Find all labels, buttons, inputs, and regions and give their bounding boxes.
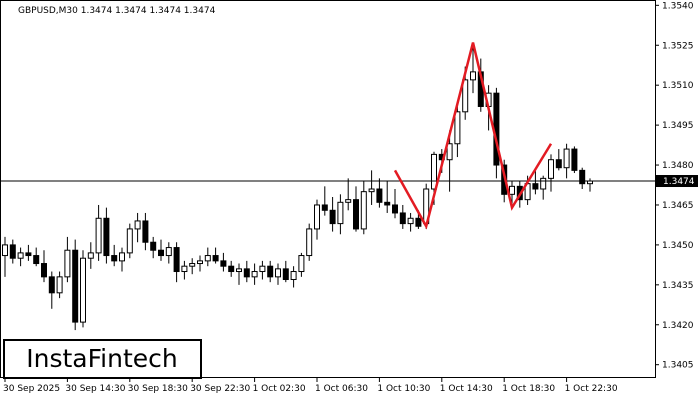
pattern-line xyxy=(393,42,553,230)
y-tick-label: 1.3435 xyxy=(662,281,694,291)
chart-title: GBPUSD,M30 1.3474 1.3474 1.3474 1.3474 xyxy=(18,6,216,16)
candle-body xyxy=(64,249,71,278)
candle-body xyxy=(415,217,422,227)
candle-body xyxy=(384,201,391,206)
candle-body xyxy=(290,271,297,281)
candle-body xyxy=(353,199,359,230)
x-tick-label: 1 Oct 22:30 xyxy=(565,384,618,394)
candle-body xyxy=(212,255,219,262)
candle-body xyxy=(282,268,289,281)
candle-body xyxy=(181,265,188,273)
candle-body xyxy=(204,255,211,262)
candle-body xyxy=(407,217,414,225)
candle-body xyxy=(72,249,79,323)
candle-body xyxy=(532,183,539,190)
x-tick-label: 30 Sep 14:30 xyxy=(65,384,125,394)
candle-body xyxy=(376,188,383,203)
candle-body xyxy=(298,255,305,273)
candle-body xyxy=(454,111,461,145)
candle-body xyxy=(197,260,203,265)
candle-body xyxy=(142,220,149,243)
candle-body xyxy=(165,247,172,257)
candle-body xyxy=(80,257,86,323)
candle-body xyxy=(548,159,554,179)
y-tick-label: 1.3480 xyxy=(662,161,694,171)
candle-body xyxy=(126,228,133,254)
y-tick-label: 1.3540 xyxy=(662,1,694,11)
y-tick-label: 1.3495 xyxy=(662,121,694,131)
candle-body xyxy=(462,79,469,113)
candle-body xyxy=(431,153,437,190)
y-tick-label: 1.3510 xyxy=(662,81,694,91)
candle-body xyxy=(251,271,258,278)
x-tick-label: 30 Sep 2025 xyxy=(3,384,60,394)
candle-body xyxy=(275,268,281,278)
candle-body xyxy=(25,252,32,257)
candle-body xyxy=(563,148,570,169)
candle-body xyxy=(33,255,40,265)
candle-body xyxy=(509,185,515,195)
y-tick-label: 1.3525 xyxy=(662,41,694,51)
x-tick-label: 1 Oct 10:30 xyxy=(377,384,430,394)
candle-body xyxy=(555,159,562,169)
candle-body xyxy=(345,199,352,203)
candle-body xyxy=(329,209,336,225)
logo: InstaFintech xyxy=(26,344,178,373)
candle-body xyxy=(41,263,47,278)
candle-body xyxy=(579,169,586,185)
candle-body xyxy=(446,143,453,161)
candle-body xyxy=(243,268,250,278)
candle-body xyxy=(56,276,63,294)
candle-body xyxy=(158,249,164,257)
candle-body xyxy=(571,148,578,171)
candle-body xyxy=(103,217,110,257)
candle-body xyxy=(17,252,24,259)
candle-body xyxy=(337,201,344,225)
candle-body xyxy=(150,241,157,251)
x-tick-label: 30 Sep 18:30 xyxy=(128,384,188,394)
price-label: 1.3474 xyxy=(663,177,695,187)
logo-box xyxy=(3,339,202,379)
candle-body xyxy=(360,191,367,230)
candle-body xyxy=(259,265,266,273)
candle-body xyxy=(399,212,406,225)
price-label-box xyxy=(656,175,698,188)
candle-body xyxy=(540,177,547,190)
candle-body xyxy=(470,71,476,81)
plot-frame xyxy=(0,0,656,378)
y-tick-label: 1.3405 xyxy=(662,361,694,371)
candle-body xyxy=(236,268,242,273)
y-tick-label: 1.3420 xyxy=(662,321,694,331)
candle-body xyxy=(134,220,141,230)
candle-body xyxy=(119,252,125,262)
candle-body xyxy=(368,188,375,193)
x-tick-label: 1 Oct 14:30 xyxy=(440,384,493,394)
candle-body xyxy=(321,204,328,211)
candle-body xyxy=(228,265,235,273)
candle-body xyxy=(220,260,227,267)
y-tick-label: 1.3465 xyxy=(662,201,694,211)
candle-body xyxy=(314,204,320,230)
candle-body xyxy=(189,263,196,267)
x-tick-label: 1 Oct 02:30 xyxy=(253,384,306,394)
candle-body xyxy=(48,276,55,294)
candle-body xyxy=(306,228,313,257)
candle-body xyxy=(173,247,180,273)
x-tick-label: 30 Sep 22:30 xyxy=(190,384,250,394)
y-tick-label: 1.3450 xyxy=(662,241,694,251)
candle-body xyxy=(267,265,274,278)
candle-body xyxy=(87,252,94,259)
candle-body xyxy=(111,255,118,262)
candle-body xyxy=(392,204,398,214)
x-tick-label: 1 Oct 18:30 xyxy=(502,384,555,394)
candle-body xyxy=(2,244,8,257)
candle-body xyxy=(9,244,16,259)
x-tick-label: 1 Oct 06:30 xyxy=(315,384,368,394)
candle-body xyxy=(95,217,102,254)
